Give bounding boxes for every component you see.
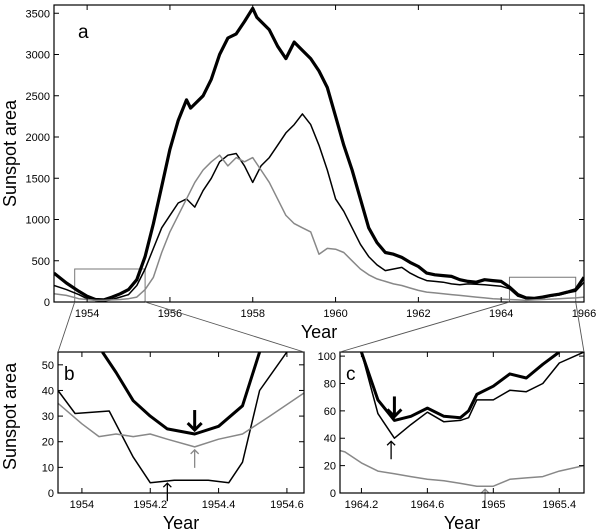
panel-b: 0 10 20 30 40 50 1954 1954.2 1954.4 1954.6 Year b	[42, 351, 305, 531]
y-tick-label: 100	[318, 351, 336, 363]
x-tick-label: 1962	[406, 308, 430, 320]
series-line-1	[359, 352, 561, 422]
y-tick-label: 2500	[26, 91, 50, 103]
series-line-2	[54, 113, 584, 302]
y-tick-label: 500	[32, 256, 50, 268]
series-line-2	[58, 352, 288, 484]
zoom-connector-lines	[57, 301, 585, 353]
series-line-1	[54, 6, 584, 302]
y-tick-label: 1000	[26, 215, 50, 227]
x-tick-label: 1956	[158, 308, 182, 320]
x-axis-label: Year	[163, 513, 199, 531]
y-tick-label: 20	[324, 461, 336, 473]
x-tick-label: 1960	[323, 308, 347, 320]
y-tick-label: 60	[324, 406, 336, 418]
zoom-line-left	[339, 301, 510, 353]
x-tick-label: 1965.4	[542, 499, 576, 511]
plot-frame	[339, 351, 585, 494]
y-tick-label: 10	[42, 462, 54, 474]
y-tick-label: 0	[330, 488, 336, 500]
x-tick-label: 1954.4	[202, 499, 236, 511]
x-tick-label: 1954.6	[270, 499, 304, 511]
y-tick-label: 3000	[26, 50, 50, 62]
plot-frame	[53, 4, 585, 303]
zoom-line-left	[57, 301, 76, 353]
minimum-arrow-2	[386, 440, 396, 460]
y-tick-label: 80	[324, 378, 336, 390]
panel-letter: a	[78, 22, 89, 43]
x-tick-label: 1954.2	[133, 499, 167, 511]
minimum-arrow-1	[386, 396, 403, 419]
x-tick-label: 1964.2	[345, 499, 379, 511]
x-tick-label: 1964	[489, 308, 513, 320]
x-tick-label: 1954	[70, 499, 94, 511]
y-tick-label: 0	[44, 297, 50, 309]
y-tick-label: 40	[324, 433, 336, 445]
zoom-line-right	[144, 301, 305, 353]
panel-letter: b	[64, 364, 75, 385]
y-tick-label: 0	[48, 488, 54, 500]
minimum-arrow-3	[480, 488, 490, 508]
zoom-line-right	[575, 301, 585, 353]
y-tick-label: 40	[42, 385, 54, 397]
y-tick-label: 1500	[26, 173, 50, 185]
minimum-arrow-2	[162, 482, 172, 502]
y-tick-label: 20	[42, 437, 54, 449]
panel-letter: c	[346, 364, 356, 385]
x-tick-label: 1965	[481, 499, 505, 511]
minimum-arrow-3	[190, 448, 200, 468]
series-line-3	[58, 392, 304, 448]
x-tick-label: 1964.6	[411, 499, 445, 511]
series-line-3	[340, 449, 584, 487]
y-tick-label: 50	[42, 360, 54, 372]
x-tick-label: 1966	[572, 308, 596, 320]
minimum-arrow-1	[186, 410, 203, 433]
y-tick-label: 2000	[26, 132, 50, 144]
series-line-3	[54, 154, 584, 302]
x-axis-label: Year	[444, 513, 480, 531]
x-axis-label: Year	[301, 322, 337, 342]
x-tick-label: 1958	[241, 308, 265, 320]
y-tick-label: 30	[42, 411, 54, 423]
series-line-2	[360, 352, 584, 439]
plot-frame	[57, 351, 305, 494]
x-tick-label: 1954	[75, 308, 99, 320]
series-line-1	[101, 352, 262, 436]
y-axis-label: Sunspot area	[0, 99, 20, 207]
panel-c: 0 20 40 60 80 100 1964.2 1964.6 1965 1965.4 Year c	[318, 351, 585, 531]
figure-y-axis-label: Sunspot area	[0, 362, 20, 470]
y-tick-label: 3500	[26, 8, 50, 20]
panel-a: 0 500 1000 1500 2000 2500 3000 3500 1954 1956 1958…	[0, 4, 596, 342]
